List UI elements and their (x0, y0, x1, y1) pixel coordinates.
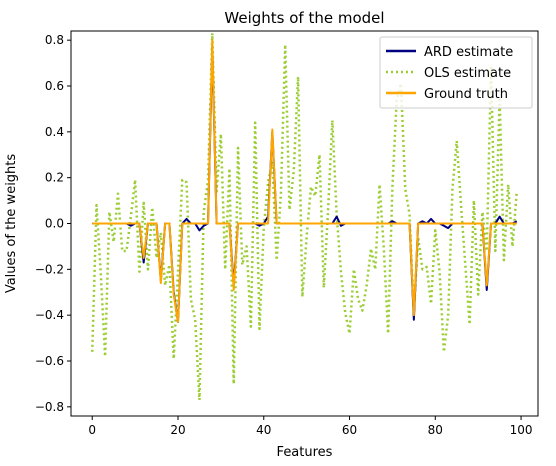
y-tick-label: 0.0 (45, 217, 64, 231)
y-tick-label: −0.2 (35, 262, 64, 276)
y-tick-label: −0.6 (35, 354, 64, 368)
x-tick-label: 20 (170, 423, 185, 437)
y-axis-label: Values of the weights (4, 154, 19, 294)
legend-label: OLS estimate (424, 66, 511, 81)
y-tick-label: 0.6 (45, 79, 64, 93)
series-lines (90, 32, 519, 402)
x-tick-label: 100 (510, 423, 533, 437)
y-tick-label: 0.4 (45, 125, 64, 139)
series-line-ground-truth (92, 39, 517, 324)
x-tick-label: 80 (428, 423, 443, 437)
x-tick-label: 60 (342, 423, 357, 437)
y-tick-label: −0.8 (35, 400, 64, 414)
x-tick-label: 0 (88, 423, 96, 437)
y-tick-label: 0.2 (45, 171, 64, 185)
chart-title: Weights of the model (224, 9, 384, 27)
axis-ticks: 0 20 40 60 80 100 −0.8 −0.6 −0.4 −0.2 0.0 0.2 0.4 0.6… (35, 33, 533, 437)
x-axis-label: Features (277, 445, 333, 460)
legend: ARD estimate OLS estimate Ground truth (379, 36, 533, 109)
legend-label: Ground truth (424, 87, 508, 102)
plot-frame (70, 30, 539, 417)
y-tick-label: −0.4 (35, 308, 64, 322)
legend-label: ARD estimate (424, 45, 513, 60)
y-tick-label: 0.8 (45, 33, 64, 47)
legend-box (379, 36, 533, 109)
x-tick-label: 40 (256, 423, 271, 437)
